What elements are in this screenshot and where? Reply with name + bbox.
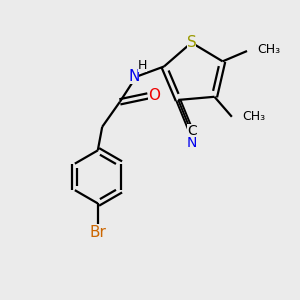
Text: N: N: [187, 136, 197, 150]
Text: N: N: [128, 69, 140, 84]
Text: S: S: [187, 35, 196, 50]
Text: Br: Br: [89, 225, 106, 240]
Text: CH₃: CH₃: [242, 110, 265, 123]
Text: CH₃: CH₃: [257, 43, 280, 56]
Text: C: C: [187, 124, 197, 139]
Text: O: O: [148, 88, 160, 104]
Text: H: H: [138, 59, 147, 72]
